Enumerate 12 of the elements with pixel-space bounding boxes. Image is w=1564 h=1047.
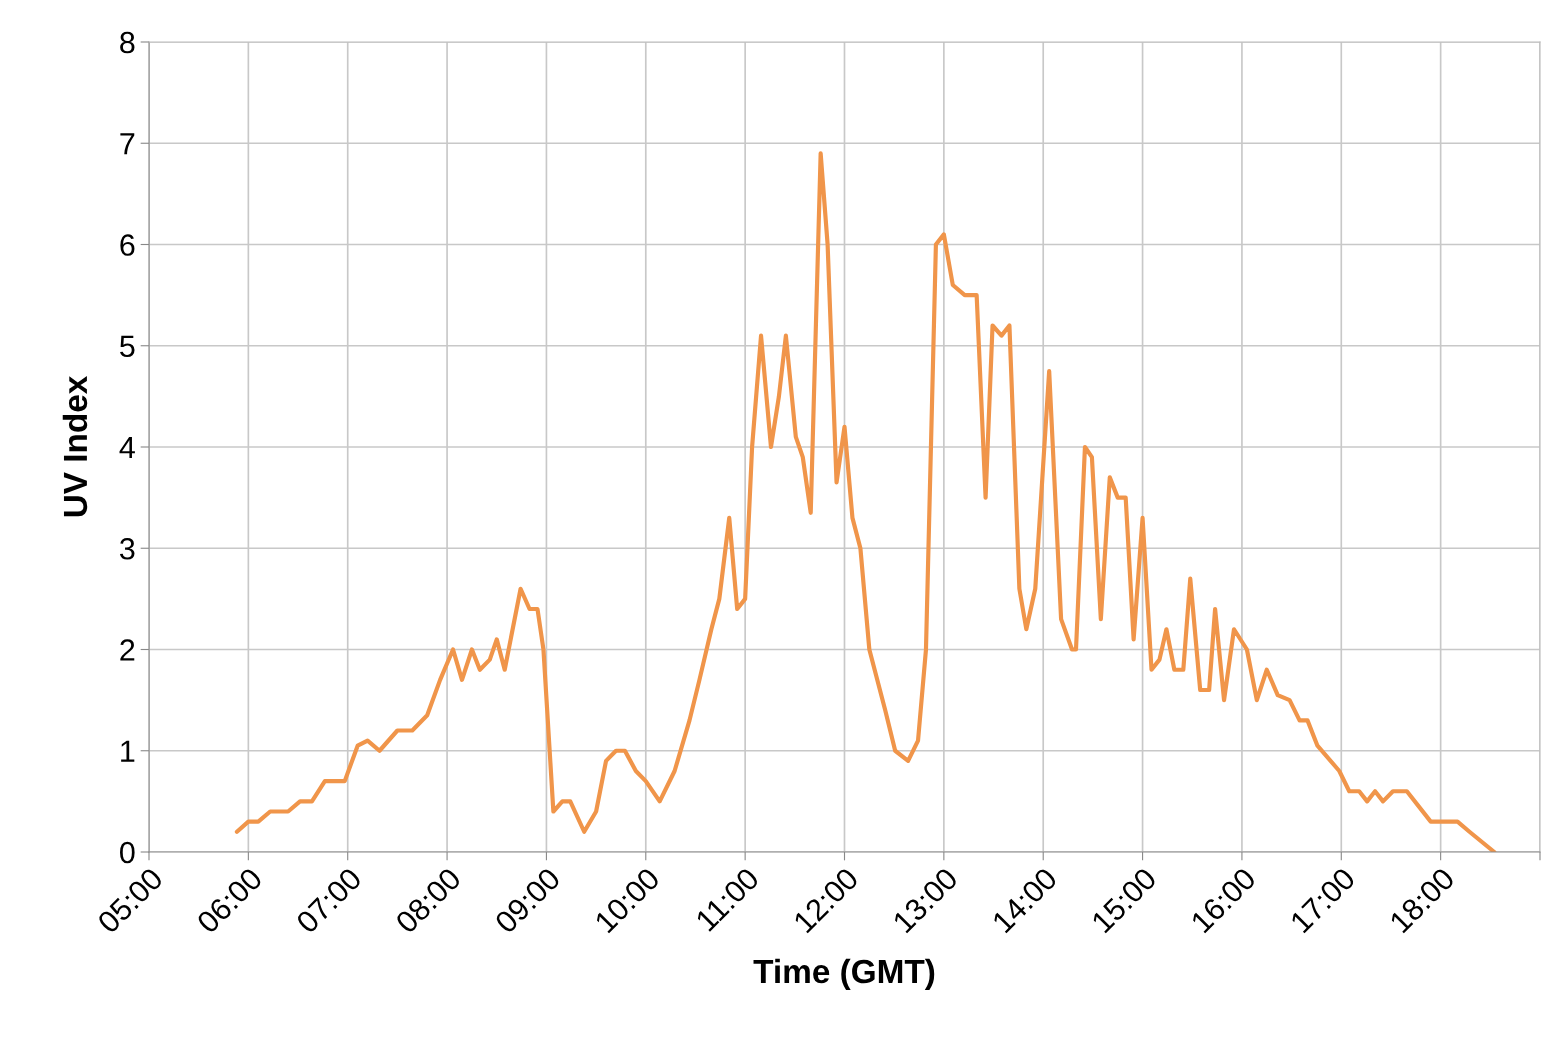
y-axis-title: UV Index	[62, 375, 88, 517]
line-series	[234, 151, 1497, 852]
y-tick-label: 2	[120, 639, 135, 661]
y-tick-label: 5	[120, 335, 135, 358]
y-tick-label: 3	[119, 537, 135, 560]
x-axis-title: Time (GMT)	[753, 958, 935, 990]
y-tick-label: 8	[120, 31, 135, 54]
y-tick-label: 4	[119, 437, 135, 459]
y-tick-label: 1	[121, 740, 135, 762]
y-tick-label: 6	[120, 234, 135, 256]
y-tick-label: 7	[120, 133, 135, 155]
y-tick-label: 0	[120, 841, 135, 864]
